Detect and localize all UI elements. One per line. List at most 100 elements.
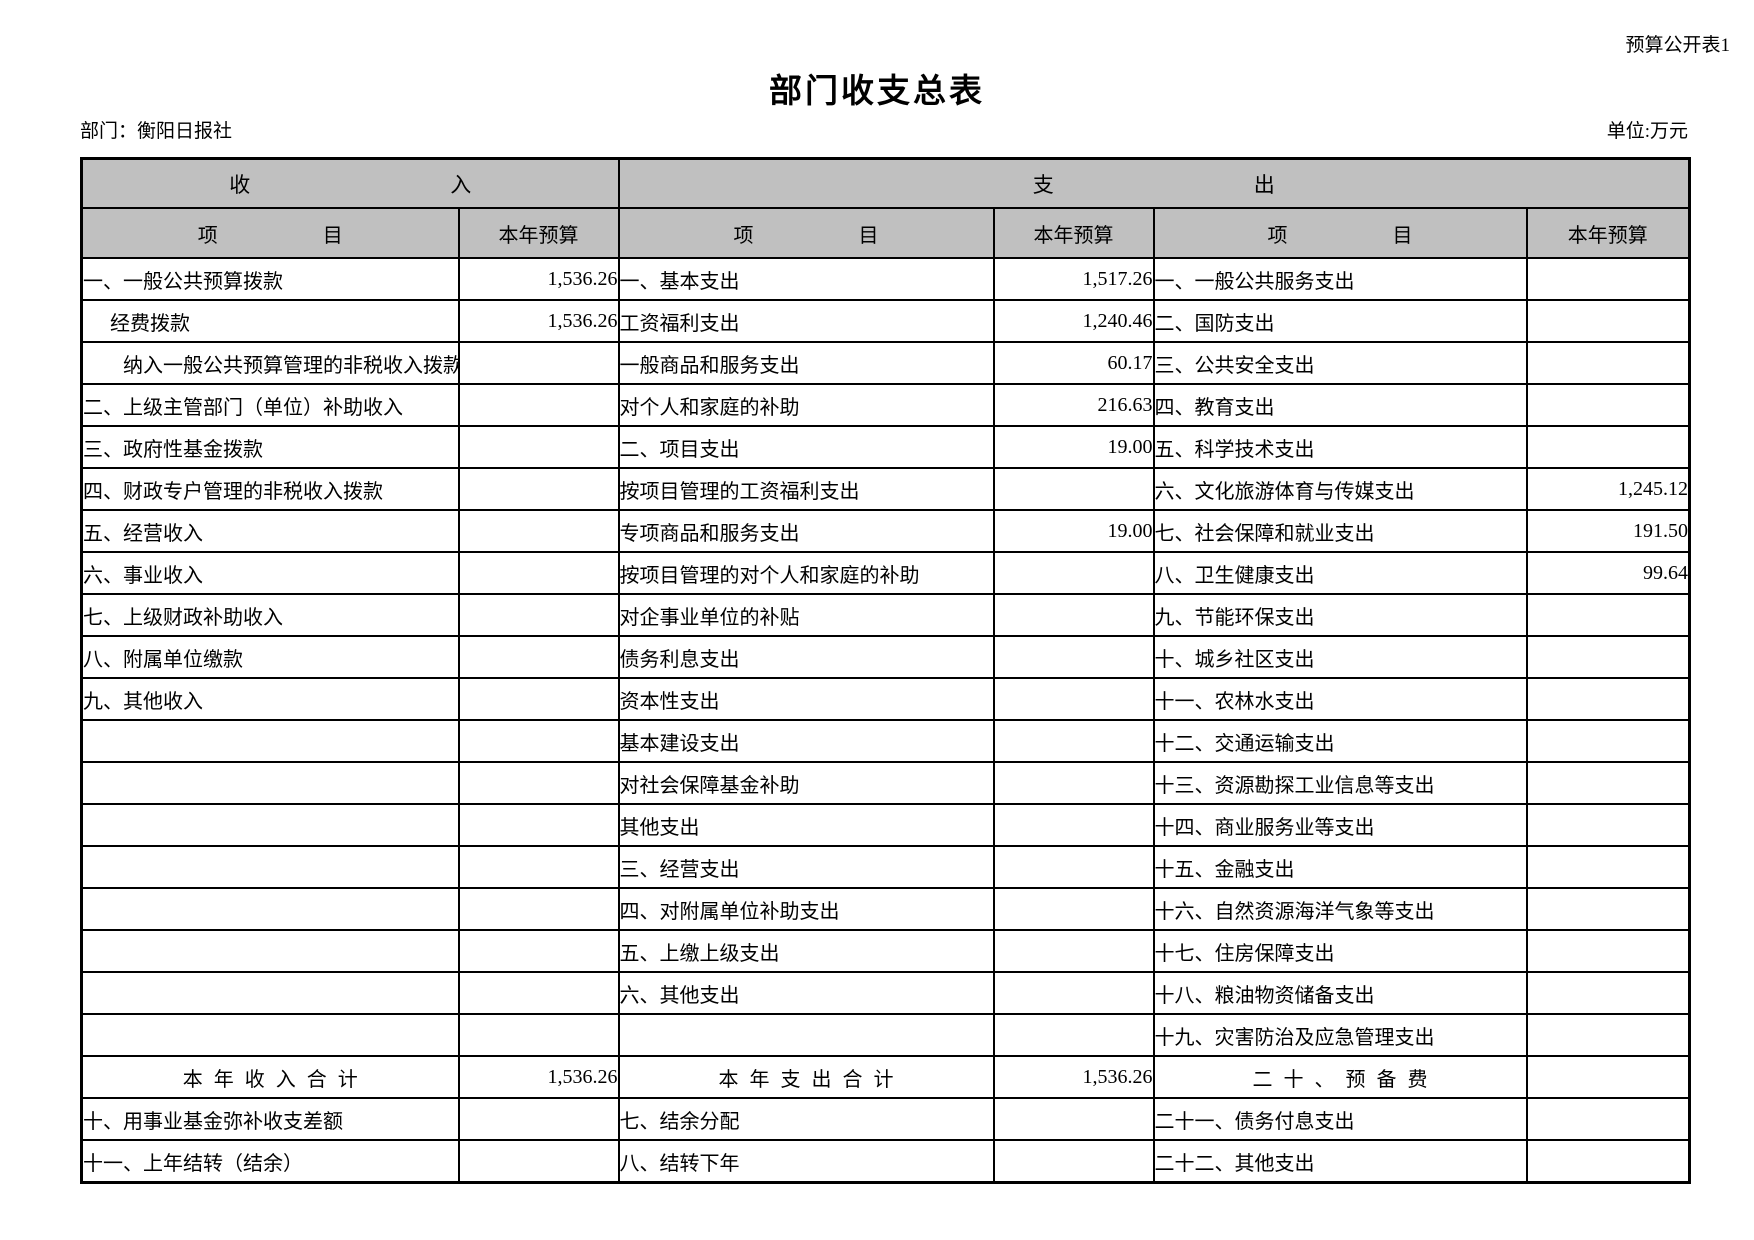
row-label-cell: 二、国防支出 — [1152, 299, 1528, 343]
row-label-cell — [80, 929, 460, 973]
row-label-cell: 二十二、其他支出 — [1152, 1139, 1528, 1184]
row-value-cell: 1,536.26 — [992, 1055, 1155, 1099]
row-value-cell — [457, 803, 620, 847]
row-value-cell — [457, 593, 620, 637]
table-row: 经费拨款 1,536.26 工资福利支出 1,240.46 二、国防支出 — [80, 299, 1691, 343]
row-label-cell: 六、其他支出 — [617, 971, 995, 1015]
row-value-cell: 1,536.26 — [457, 1055, 620, 1099]
row-label-cell: 一、一般公共服务支出 — [1152, 257, 1528, 301]
row-value-cell: 19.00 — [992, 509, 1155, 553]
row-value-cell: 60.17 — [992, 341, 1155, 385]
row-value-cell — [457, 887, 620, 931]
row-label-cell: 十六、自然资源海洋气象等支出 — [1152, 887, 1528, 931]
income-item-header: 项目 — [80, 207, 460, 259]
header-char: 收 — [229, 172, 251, 197]
row-value-cell — [992, 971, 1155, 1015]
row-label-cell — [80, 971, 460, 1015]
expenditure-item-header-2: 项目 — [1152, 207, 1528, 259]
expenditure-group-header: 支出 — [617, 157, 1691, 209]
row-value-cell — [457, 1097, 620, 1141]
row-value-cell — [1525, 1055, 1691, 1099]
table-row: 基本建设支出 十二、交通运输支出 — [80, 719, 1691, 763]
row-label-cell: 本年收入合计 — [80, 1055, 460, 1099]
header-char: 目 — [1392, 224, 1413, 247]
row-label-cell — [80, 845, 460, 889]
income-budget-header: 本年预算 — [457, 207, 620, 259]
row-value-cell: 216.63 — [992, 383, 1155, 427]
row-label-cell: 十七、住房保障支出 — [1152, 929, 1528, 973]
row-label-cell: 六、文化旅游体育与传媒支出 — [1152, 467, 1528, 511]
row-label-cell — [80, 887, 460, 931]
table-row: 五、经营收入 专项商品和服务支出 19.00 七、社会保障和就业支出 191.50 — [80, 509, 1691, 553]
table-row: 一、一般公共预算拨款 1,536.26 一、基本支出 1,517.26 一、一般公共服务… — [80, 257, 1691, 301]
row-value-cell: 1,517.26 — [992, 257, 1155, 301]
row-value-cell — [992, 1097, 1155, 1141]
row-label-cell: 对个人和家庭的补助 — [617, 383, 995, 427]
header-char: 目 — [858, 224, 879, 247]
row-value-cell — [1525, 299, 1691, 343]
row-label-cell: 六、事业收入 — [80, 551, 460, 595]
table-row: 五、上缴上级支出 十七、住房保障支出 — [80, 929, 1691, 973]
table-row: 六、其他支出 十八、粮油物资储备支出 — [80, 971, 1691, 1015]
row-value-cell — [1525, 761, 1691, 805]
row-value-cell — [457, 1013, 620, 1057]
row-label-cell: 七、结余分配 — [617, 1097, 995, 1141]
row-label-cell: 二、上级主管部门（单位）补助收入 — [80, 383, 460, 427]
row-label-cell: 五、上缴上级支出 — [617, 929, 995, 973]
row-label-cell: 本年支出合计 — [617, 1055, 995, 1099]
row-label-cell: 十一、农林水支出 — [1152, 677, 1528, 721]
table-row: 七、上级财政补助收入 对企事业单位的补贴 九、节能环保支出 — [80, 593, 1691, 637]
row-label-cell: 按项目管理的对个人和家庭的补助 — [617, 551, 995, 595]
row-label-cell: 纳入一般公共预算管理的非税收入拨款 — [80, 341, 460, 385]
row-label-cell: 三、政府性基金拨款 — [80, 425, 460, 469]
row-label-cell: 三、公共安全支出 — [1152, 341, 1528, 385]
total-row: 本年收入合计 1,536.26 本年支出合计 1,536.26 二十、预备费 — [80, 1055, 1691, 1099]
row-label-cell: 十、用事业基金弥补收支差额 — [80, 1097, 460, 1141]
row-label-cell: 工资福利支出 — [617, 299, 995, 343]
row-value-cell — [457, 929, 620, 973]
row-value-cell: 1,245.12 — [1525, 467, 1691, 511]
table-body: 一、一般公共预算拨款 1,536.26 一、基本支出 1,517.26 一、一般公共服务… — [80, 257, 1691, 1184]
row-value-cell — [992, 467, 1155, 511]
row-value-cell — [992, 677, 1155, 721]
row-value-cell — [992, 593, 1155, 637]
row-label-cell: 十二、交通运输支出 — [1152, 719, 1528, 763]
row-value-cell — [1525, 677, 1691, 721]
row-value-cell — [992, 1139, 1155, 1184]
row-label-cell: 一、一般公共预算拨款 — [80, 257, 460, 301]
row-value-cell — [457, 425, 620, 469]
row-value-cell — [1525, 1013, 1691, 1057]
row-value-cell: 191.50 — [1525, 509, 1691, 553]
header-char: 目 — [322, 224, 343, 247]
row-value-cell: 1,536.26 — [457, 257, 620, 301]
table-row: 八、附属单位缴款 债务利息支出 十、城乡社区支出 — [80, 635, 1691, 679]
expenditure-item-header-1: 项目 — [617, 207, 995, 259]
row-value-cell: 19.00 — [992, 425, 1155, 469]
department-label: 部门：衡阳日报社 — [80, 121, 233, 142]
row-value-cell — [1525, 719, 1691, 763]
table-row: 其他支出 十四、商业服务业等支出 — [80, 803, 1691, 847]
row-value-cell — [1525, 425, 1691, 469]
row-value-cell — [1525, 845, 1691, 889]
row-value-cell — [457, 551, 620, 595]
row-label-cell: 对社会保障基金补助 — [617, 761, 995, 805]
row-label-cell: 专项商品和服务支出 — [617, 509, 995, 553]
row-value-cell — [457, 845, 620, 889]
row-label-cell: 四、对附属单位补助支出 — [617, 887, 995, 931]
row-value-cell — [1525, 257, 1691, 301]
row-value-cell: 1,536.26 — [457, 299, 620, 343]
row-value-cell — [457, 971, 620, 1015]
row-value-cell — [992, 719, 1155, 763]
row-label-cell: 十、城乡社区支出 — [1152, 635, 1528, 679]
row-value-cell — [457, 761, 620, 805]
row-value-cell — [1525, 341, 1691, 385]
row-value-cell — [1525, 593, 1691, 637]
row-value-cell — [1525, 929, 1691, 973]
row-value-cell — [457, 635, 620, 679]
header-char: 项 — [733, 224, 754, 247]
row-value-cell — [1525, 803, 1691, 847]
row-label-cell: 经费拨款 — [80, 299, 460, 343]
row-value-cell — [457, 341, 620, 385]
table-row: 对社会保障基金补助 十三、资源勘探工业信息等支出 — [80, 761, 1691, 805]
row-label-cell: 资本性支出 — [617, 677, 995, 721]
